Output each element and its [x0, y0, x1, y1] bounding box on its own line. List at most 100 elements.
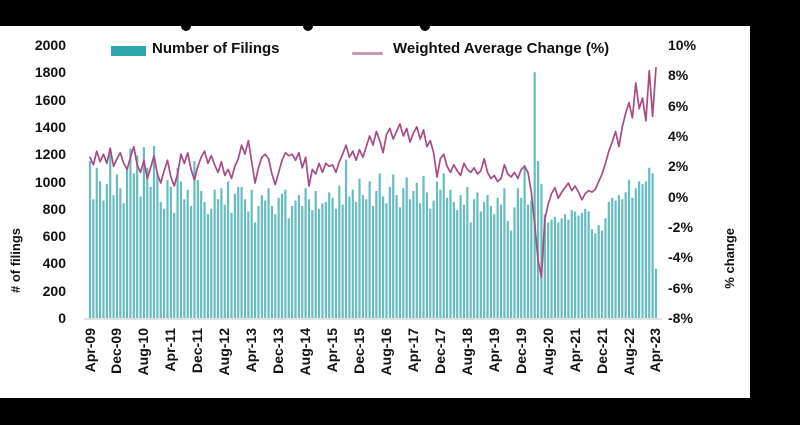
filings-bar [489, 206, 493, 318]
filings-bar [594, 233, 597, 318]
x-tick-label: Dec-13 [270, 328, 287, 374]
filings-bar [321, 203, 324, 318]
filings-bar [122, 203, 125, 318]
filings-bar [392, 174, 395, 318]
filings-bar [449, 189, 452, 318]
filings-bar [196, 180, 199, 318]
filings-bar [654, 268, 658, 318]
filings-bar [388, 186, 391, 318]
filings-bar [179, 181, 183, 318]
filings-bar [496, 197, 499, 318]
x-tick-label: Dec-11 [189, 328, 206, 374]
filings-bar [405, 177, 408, 318]
x-tick-label: Aug-18 [458, 328, 475, 376]
filings-bar [604, 218, 607, 318]
filings-bar [230, 212, 233, 318]
filings-bar [129, 148, 132, 318]
filings-bar [365, 199, 368, 318]
filings-bar [368, 181, 371, 318]
filings-bar [510, 230, 513, 318]
filings-bar [638, 181, 641, 318]
y-left-tick: 2000 [34, 37, 66, 53]
filings-bar [375, 191, 378, 318]
filings-bar [136, 155, 139, 318]
filings-bar [550, 219, 553, 318]
filings-bar [493, 214, 496, 318]
filings-bar [627, 180, 631, 318]
filings-bar [291, 206, 294, 318]
y-left-axis-title: # of filings [8, 228, 23, 293]
filings-bar [486, 195, 489, 318]
filings-bar [264, 200, 267, 318]
filings-bar [516, 188, 519, 318]
filings-bar [580, 212, 583, 318]
filings-bar [503, 188, 506, 318]
filings-bar [358, 178, 361, 318]
x-tick-label: Apr-23 [647, 328, 664, 373]
filings-bar [617, 195, 621, 318]
filings-bar [99, 181, 102, 318]
filings-bar [227, 181, 230, 318]
filings-bar [361, 195, 364, 318]
filings-bar [425, 192, 428, 318]
filings-bar [277, 197, 280, 318]
filings-bar [183, 199, 186, 318]
y-right-tick: 2% [668, 158, 689, 175]
bottom-crop-mask [0, 398, 800, 425]
filings-bar [439, 189, 442, 318]
filings-bar [469, 222, 472, 318]
filings-bar [536, 160, 540, 318]
filings-bar [634, 188, 637, 318]
bars-legend-label: Number of Filings [152, 40, 280, 57]
filings-bar [614, 200, 617, 318]
filings-bar [274, 214, 277, 318]
filings-bar [398, 207, 402, 318]
filings-bar [132, 173, 135, 318]
filings-bar [412, 191, 415, 318]
filings-bar [216, 199, 220, 318]
x-tick-label: Dec-19 [512, 328, 529, 374]
filings-bar [324, 201, 327, 318]
filings-bar [193, 160, 196, 318]
filings-bar [105, 184, 108, 318]
filings-bar [553, 216, 557, 318]
filings-bar [456, 210, 459, 318]
filings-bar [328, 192, 331, 318]
filings-bar [644, 181, 647, 318]
filings-bar [176, 167, 179, 318]
filings-bar [446, 197, 449, 318]
filings-bar [432, 200, 435, 318]
filings-bar [466, 186, 469, 318]
x-tick-label: Aug-22 [620, 328, 637, 376]
filings-bar [429, 208, 432, 318]
weighted-average-change-line [89, 66, 657, 278]
y-left-tick: 1600 [34, 91, 66, 108]
x-tick-label: Apr-19 [485, 328, 502, 373]
filings-bar [648, 167, 651, 318]
filings-bar [139, 196, 142, 318]
filings-bar [237, 186, 240, 318]
filings-bar [206, 214, 210, 318]
filings-bar [355, 201, 358, 318]
y-right-tick: -8% [668, 309, 693, 326]
bars-legend-swatch [111, 46, 146, 56]
line-legend-swatch [352, 52, 383, 55]
filings-bar [472, 199, 476, 318]
chart-plot [84, 66, 662, 320]
filings-bar [513, 207, 516, 318]
filings-bar [442, 173, 445, 318]
filings-bar [163, 208, 166, 318]
y-right-axis-title: % change [722, 228, 737, 289]
filings-bar [203, 201, 206, 318]
filings-bar [590, 229, 594, 318]
right-crop-mask [750, 0, 800, 425]
y-right-tick: 8% [668, 67, 689, 84]
filings-bar [334, 208, 338, 318]
filings-bar [408, 199, 412, 318]
filings-bar [597, 225, 600, 318]
filings-bar [102, 200, 105, 318]
filings-bar [419, 203, 422, 318]
filings-bar [499, 204, 503, 318]
filings-bar [287, 218, 290, 318]
filings-bar [88, 160, 92, 318]
